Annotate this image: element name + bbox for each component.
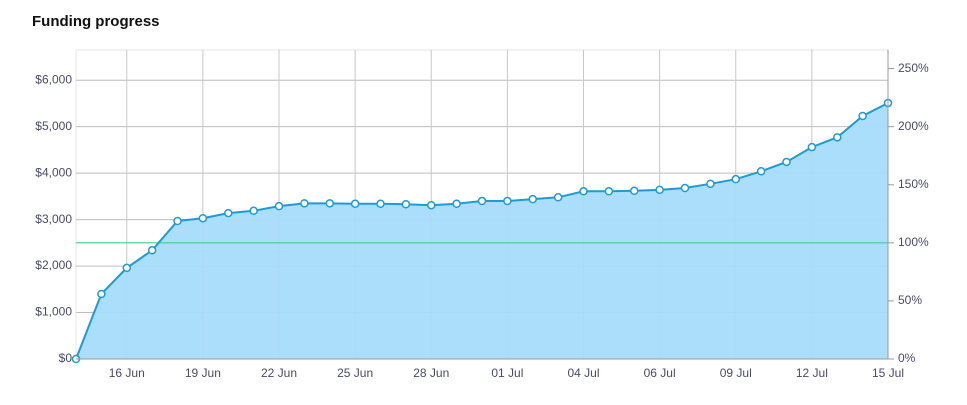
- point: [376, 199, 385, 209]
- point: [427, 200, 436, 210]
- y2-tick-label: 250%: [898, 61, 929, 75]
- point: [604, 187, 614, 196]
- point: [528, 194, 537, 204]
- point: [807, 142, 817, 152]
- y-tick-label: $2,000: [35, 258, 72, 272]
- point: [249, 206, 258, 216]
- point: [401, 200, 411, 209]
- point: [325, 199, 334, 208]
- y-tick-label: $5,000: [35, 119, 72, 133]
- x-tick-label: 16 Jun: [109, 366, 145, 380]
- y-tick-label: $3,000: [35, 212, 72, 226]
- point: [630, 186, 639, 196]
- x-tick-label: 04 Jul: [567, 366, 599, 380]
- y-tick-label: $4,000: [35, 165, 72, 179]
- area-fill: [76, 102, 888, 359]
- x-tick-label: 22 Jun: [261, 366, 297, 380]
- y2-tick-label: 50%: [898, 293, 922, 307]
- point: [173, 216, 182, 226]
- point: [756, 167, 766, 176]
- y-tick-label: $6,000: [35, 72, 72, 86]
- point: [122, 263, 131, 273]
- x-tick-label: 19 Jun: [185, 366, 221, 380]
- y2-tick-label: 200%: [898, 119, 929, 133]
- y2-tick-label: 0%: [898, 351, 916, 365]
- point: [350, 199, 360, 209]
- point: [477, 196, 487, 206]
- x-tick-label: 15 Jul: [872, 366, 904, 380]
- y2-tick-label: 150%: [898, 177, 929, 191]
- point: [224, 208, 233, 218]
- point: [274, 201, 284, 211]
- point: [198, 213, 208, 223]
- point: [300, 199, 309, 208]
- x-tick-label: 01 Jul: [491, 366, 523, 380]
- point: [782, 157, 791, 167]
- point: [858, 111, 867, 121]
- point: [655, 185, 664, 195]
- x-tick-label: 25 Jun: [337, 366, 373, 380]
- point: [731, 174, 740, 184]
- point: [97, 289, 106, 299]
- y-tick-label: $1,000: [35, 305, 72, 319]
- x-tick-label: 06 Jul: [644, 366, 676, 380]
- point: [452, 199, 461, 209]
- y-tick-label: $0: [59, 351, 73, 365]
- x-tick-label: 12 Jul: [796, 366, 828, 380]
- point: [579, 187, 588, 196]
- point: [706, 179, 715, 189]
- point: [553, 193, 563, 202]
- chart-title: Funding progress: [32, 13, 160, 30]
- point: [833, 133, 842, 142]
- x-tick-label: 09 Jul: [720, 366, 752, 380]
- y2-tick-label: 100%: [898, 235, 929, 249]
- point: [680, 183, 690, 193]
- x-tick-label: 28 Jun: [413, 366, 449, 380]
- point: [503, 196, 512, 206]
- point: [147, 246, 157, 255]
